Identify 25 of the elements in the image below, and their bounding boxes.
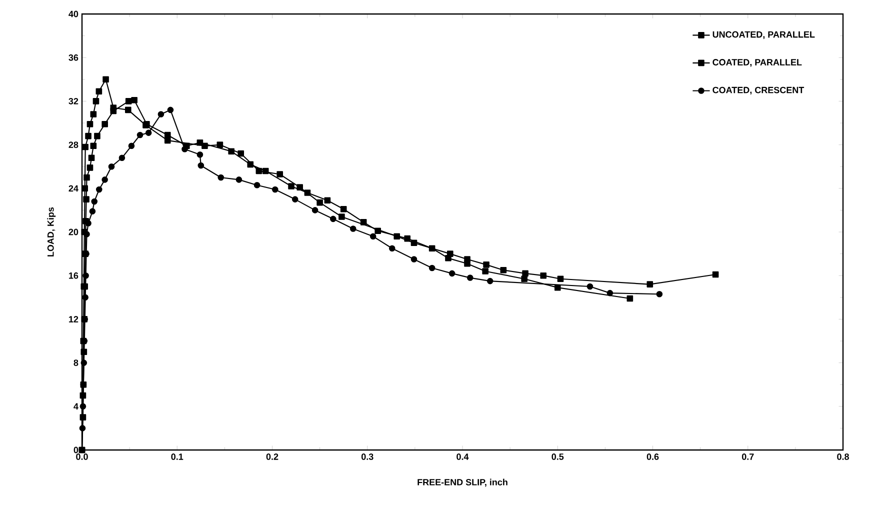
y-tick-label: 0: [74, 446, 78, 454]
y-tick-label: 40: [68, 10, 78, 18]
y-tick-label: 12: [69, 316, 78, 322]
y-tick-label: 32: [68, 98, 78, 104]
y-tick-label: 24: [68, 185, 78, 192]
x-tick-label: 0.1: [171, 454, 184, 460]
x-tick-label: 0.7: [742, 454, 754, 460]
y-tick-label: 8: [74, 360, 78, 366]
y-tick-label: 20: [68, 228, 78, 236]
y-tick-label: 16: [69, 272, 78, 279]
x-tick-label: 0.6: [646, 454, 659, 460]
legend-label: COATED, PARALLEL: [712, 59, 802, 67]
x-tick-label: 0.0: [76, 454, 88, 460]
y-tick-label: 36: [68, 54, 78, 61]
legend-label: UNCOATED, PARALLEL: [712, 31, 815, 39]
x-tick-label: 0.4: [456, 454, 469, 460]
x-tick-label: 0.5: [552, 454, 564, 460]
x-axis-title: FREE-END SLIP, inch: [418, 478, 508, 487]
y-tick-label: 4: [74, 403, 78, 410]
x-tick-label: 0.3: [361, 454, 374, 460]
x-tick-label: 0.8: [837, 454, 849, 460]
legend-label: COATED, CRESCENT: [712, 86, 804, 95]
y-axis-title: LOAD, Kips: [47, 207, 56, 256]
y-tick-label: 28: [68, 142, 78, 148]
x-tick-label: 0.2: [266, 454, 278, 460]
